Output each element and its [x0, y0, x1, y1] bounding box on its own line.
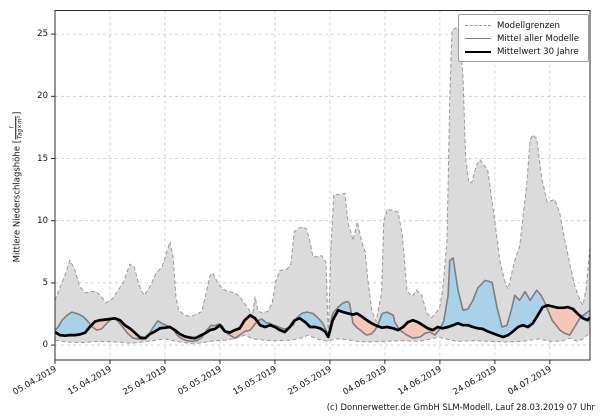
y-tick-label: 25	[37, 29, 48, 40]
y-tick-label: 15	[37, 153, 48, 164]
y-tick-label: 20	[37, 91, 48, 102]
y-axis-label: Mittlere Niederschlagshöhe [l Tag×m²]	[9, 111, 24, 263]
dashed-line-swatch-icon	[465, 25, 491, 26]
legend-label: Mittelwert 30 Jahre	[497, 46, 579, 57]
model-upper-bound-line	[55, 27, 590, 337]
black-line-swatch-icon	[465, 50, 491, 53]
y-tick-label: 5	[42, 277, 48, 288]
y-tick-label: 0	[42, 340, 48, 351]
plot-area	[55, 10, 590, 360]
gray-line-swatch-icon	[465, 38, 491, 39]
y-axis-unit-fraction: l Tag×m²	[9, 115, 23, 139]
legend: Modellgrenzen Mittel aller Modelle Mitte…	[458, 14, 589, 62]
y-tick-label: 10	[37, 215, 48, 226]
legend-item-mittelwert-30-jahre: Mittelwert 30 Jahre	[465, 45, 582, 58]
chart-caption: (c) Donnerwetter.de GmbH SLM-Modell, Lau…	[326, 402, 595, 412]
model-lower-bound-line	[55, 332, 590, 345]
legend-label: Mittel aller Modelle	[497, 33, 580, 44]
model-bounds-band	[55, 27, 590, 344]
y-axis-label-bracket: ]	[12, 111, 22, 115]
thirty-year-mean-line	[55, 303, 590, 340]
legend-label: Modellgrenzen	[497, 20, 560, 31]
y-axis-label-text: Mittlere Niederschlagshöhe [	[12, 139, 22, 263]
plot-frame	[54, 10, 591, 361]
legend-item-mittel-aller-modelle: Mittel aller Modelle	[465, 32, 582, 45]
legend-item-modellgrenzen: Modellgrenzen	[465, 19, 582, 32]
